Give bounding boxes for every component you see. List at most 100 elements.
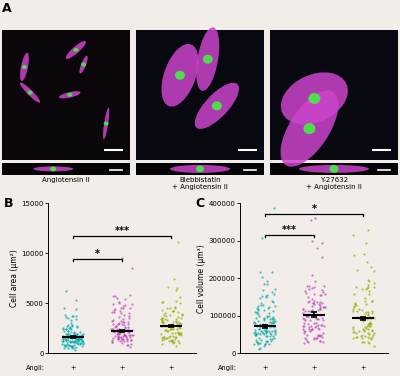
Point bbox=[178, 315, 184, 321]
Point bbox=[68, 338, 75, 344]
Point bbox=[115, 331, 121, 337]
Point bbox=[80, 339, 86, 345]
Point bbox=[262, 341, 268, 347]
Text: +: + bbox=[119, 365, 125, 371]
Point bbox=[68, 343, 75, 349]
Point bbox=[116, 314, 122, 320]
Point bbox=[124, 342, 130, 348]
Point bbox=[320, 317, 326, 323]
Point bbox=[270, 299, 276, 305]
Point bbox=[316, 326, 322, 332]
Point bbox=[257, 321, 263, 327]
Ellipse shape bbox=[330, 165, 338, 173]
Point bbox=[74, 335, 81, 341]
Point bbox=[254, 309, 261, 315]
Point bbox=[314, 316, 321, 322]
Point bbox=[170, 308, 176, 314]
Point bbox=[60, 305, 67, 311]
Point bbox=[312, 215, 318, 221]
Point bbox=[160, 312, 167, 318]
Point bbox=[159, 317, 165, 323]
Point bbox=[353, 314, 360, 320]
Point bbox=[129, 332, 136, 338]
Point bbox=[178, 330, 184, 336]
Point bbox=[126, 310, 132, 316]
Point bbox=[125, 321, 131, 327]
Point bbox=[315, 308, 322, 314]
Point bbox=[120, 319, 126, 325]
Point bbox=[176, 325, 183, 331]
Point bbox=[359, 332, 365, 338]
Point bbox=[176, 320, 183, 326]
Point bbox=[306, 286, 312, 292]
Point bbox=[253, 337, 259, 343]
Point bbox=[318, 334, 325, 340]
Point bbox=[60, 328, 67, 334]
Point bbox=[366, 288, 372, 294]
Point bbox=[70, 329, 77, 335]
Point bbox=[71, 345, 77, 351]
Point bbox=[168, 323, 174, 329]
Point bbox=[306, 297, 313, 303]
Ellipse shape bbox=[104, 121, 109, 126]
Point bbox=[270, 318, 276, 324]
Point bbox=[77, 329, 83, 335]
Point bbox=[305, 299, 312, 305]
Point bbox=[371, 315, 377, 321]
Ellipse shape bbox=[20, 53, 29, 81]
Point bbox=[74, 340, 80, 346]
Point bbox=[252, 331, 259, 337]
Point bbox=[317, 332, 324, 338]
Point bbox=[173, 319, 179, 325]
Point bbox=[366, 321, 372, 327]
Point bbox=[300, 315, 306, 321]
Point bbox=[267, 315, 273, 321]
Point bbox=[268, 336, 275, 342]
Point bbox=[170, 324, 176, 330]
Point bbox=[267, 335, 273, 341]
Point bbox=[271, 327, 278, 334]
Point bbox=[364, 330, 371, 336]
Point bbox=[362, 324, 368, 330]
Point bbox=[256, 326, 262, 332]
Point bbox=[158, 318, 165, 324]
Text: Blebbistatin
+ Angiotensin II: Blebbistatin + Angiotensin II bbox=[172, 177, 228, 190]
Point bbox=[122, 296, 128, 302]
Point bbox=[159, 307, 166, 313]
Point bbox=[256, 313, 262, 319]
Point bbox=[170, 308, 176, 314]
Point bbox=[267, 324, 274, 330]
Point bbox=[256, 322, 262, 328]
Point bbox=[352, 302, 359, 308]
Point bbox=[300, 306, 306, 312]
Ellipse shape bbox=[28, 91, 32, 95]
Point bbox=[368, 315, 374, 321]
Point bbox=[110, 321, 116, 327]
Point bbox=[119, 255, 126, 261]
Point bbox=[263, 331, 269, 337]
Point bbox=[176, 324, 183, 330]
Point bbox=[362, 240, 369, 246]
Point bbox=[176, 331, 183, 337]
Text: +: + bbox=[360, 365, 366, 371]
Point bbox=[64, 331, 70, 337]
Point bbox=[108, 326, 114, 332]
Point bbox=[266, 332, 273, 338]
Point bbox=[252, 332, 258, 338]
Point bbox=[308, 323, 314, 329]
Point bbox=[264, 292, 270, 298]
Text: +: + bbox=[262, 365, 268, 371]
Point bbox=[70, 340, 76, 346]
Point bbox=[366, 277, 372, 284]
Point bbox=[74, 331, 80, 337]
Point bbox=[68, 320, 74, 326]
Point bbox=[124, 338, 130, 344]
Point bbox=[263, 338, 269, 344]
Point bbox=[129, 265, 136, 271]
Point bbox=[260, 327, 267, 333]
Point bbox=[120, 333, 127, 339]
Ellipse shape bbox=[66, 41, 86, 59]
Point bbox=[316, 306, 323, 312]
Text: *: * bbox=[95, 249, 100, 259]
Point bbox=[122, 332, 128, 338]
